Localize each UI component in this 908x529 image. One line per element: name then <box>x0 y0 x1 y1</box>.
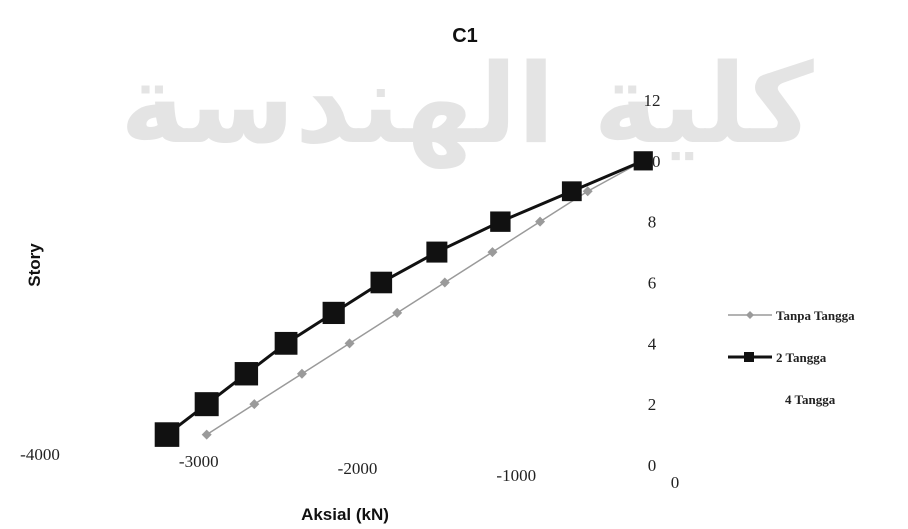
y-tick-label: 2 <box>648 395 657 414</box>
legend-label: 2 Tangga <box>776 350 827 365</box>
y-axis-ticks: 024681012 <box>644 91 661 475</box>
chart-title: C1 <box>452 25 478 47</box>
series-2 <box>154 151 653 447</box>
y-axis-label: Story <box>25 243 44 287</box>
diamond-marker <box>487 247 498 258</box>
x-axis-label: Aksial (kN) <box>301 505 389 524</box>
x-tick-label: -3000 <box>179 452 219 471</box>
diamond-marker <box>439 277 450 288</box>
series-line <box>206 160 644 436</box>
square-marker <box>322 301 345 325</box>
x-tick-label: 0 <box>671 473 680 492</box>
square-marker <box>370 271 393 294</box>
square-marker <box>561 181 582 202</box>
square-marker <box>426 241 448 263</box>
x-tick-label: -1000 <box>496 466 536 485</box>
diamond-marker <box>392 307 403 318</box>
x-axis-ticks: -4000 -3000 -2000 -1000 0 <box>20 445 679 492</box>
square-marker <box>154 422 180 447</box>
series-layer <box>154 151 653 447</box>
square-marker <box>234 362 259 386</box>
diamond-marker <box>535 216 546 227</box>
y-tick-label: 6 <box>648 274 657 293</box>
diamond-marker <box>296 368 307 379</box>
y-tick-label: 12 <box>644 91 661 110</box>
square-marker <box>490 211 511 232</box>
x-tick-label: -2000 <box>338 459 378 478</box>
diamond-marker <box>344 338 355 349</box>
series-line <box>166 159 644 436</box>
square-marker <box>633 151 653 171</box>
legend-diamond-marker <box>746 311 754 319</box>
legend-label: Tanpa Tangga <box>776 308 855 323</box>
legend-square-marker <box>744 352 754 362</box>
square-marker <box>194 392 219 417</box>
y-tick-label: 8 <box>648 213 657 232</box>
series-1 <box>201 155 649 440</box>
square-marker <box>274 331 298 355</box>
x-tick-label: -4000 <box>20 445 60 464</box>
diamond-marker <box>249 399 260 410</box>
legend: Tanpa Tangga 2 Tangga 4 Tangga <box>728 308 855 407</box>
diamond-marker <box>582 186 593 197</box>
legend-label: 4 Tangga <box>785 392 836 407</box>
y-tick-label: 4 <box>648 334 657 353</box>
diamond-marker <box>201 429 212 440</box>
y-tick-label: 0 <box>648 456 657 475</box>
